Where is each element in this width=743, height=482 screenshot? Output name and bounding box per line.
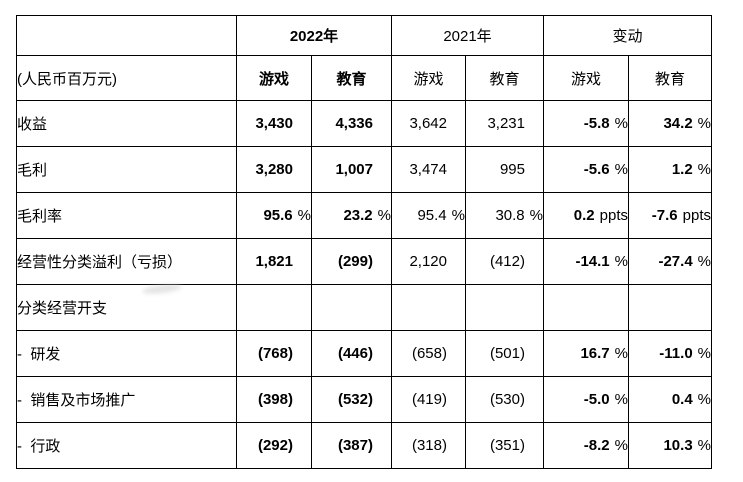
data-cell: -5.0% xyxy=(543,376,629,423)
financial-segment-table: 2022年 2021年 变动 (人民币百万元) 游戏 教育 游戏 教育 游戏 教… xyxy=(16,15,713,469)
data-cell: -7.6 ppts xyxy=(627,192,713,239)
col-group-change: 变动 xyxy=(542,15,713,56)
data-cell xyxy=(543,284,629,331)
table-row-revenue: 收益 3,430 4,336 3,642 3,231 -5.8% 34.2% xyxy=(16,100,713,147)
data-cell: (318) xyxy=(391,422,466,469)
data-cell: 2,120 xyxy=(391,238,466,285)
data-cell xyxy=(391,284,466,331)
row-label: 毛利率 xyxy=(16,192,237,239)
data-cell: 95.4% xyxy=(391,192,466,239)
data-cell: (387) xyxy=(311,422,392,469)
col-group-2021: 2021年 xyxy=(391,15,544,56)
table-row-selling-marketing: - 销售及市场推广 (398) (532) (419) (530) -5.0% … xyxy=(16,376,713,423)
table-row-segment-operating-profit: 经营性分类溢利（亏损） 1,821 (299) 2,120 (412) -14.… xyxy=(16,238,713,285)
data-cell: 3,231 xyxy=(465,100,544,147)
row-label: - 行政 xyxy=(16,422,237,469)
sub-header-2021-education: 教育 xyxy=(465,55,544,101)
row-label: 经营性分类溢利（亏损） xyxy=(16,238,237,285)
data-cell xyxy=(627,284,713,331)
table-row-gross-profit: 毛利 3,280 1,007 3,474 995 -5.6% 1.2% xyxy=(16,146,713,193)
data-cell: (658) xyxy=(391,330,466,377)
row-label: - 研发 xyxy=(16,330,237,377)
data-cell: 1,821 xyxy=(236,238,312,285)
sub-header-change-education: 教育 xyxy=(627,55,713,101)
data-cell: 995 xyxy=(465,146,544,193)
table-row-gross-margin: 毛利率 95.6% 23.2% 95.4% 30.8% 0.2 ppts -7.6… xyxy=(16,192,713,239)
corner-blank-cell xyxy=(16,15,237,56)
table-row-segment-operating-expenses: 分类经营开支 xyxy=(16,284,713,331)
data-cell: (768) xyxy=(236,330,312,377)
table-row-rnd: - 研发 (768) (446) (658) (501) 16.7% -11.0… xyxy=(16,330,713,377)
data-cell: 16.7% xyxy=(543,330,629,377)
table-row-admin: - 行政 (292) (387) (318) (351) -8.2% 10.3% xyxy=(16,422,713,469)
data-cell: 95.6% xyxy=(236,192,312,239)
data-cell: 10.3% xyxy=(627,422,713,469)
header-row-years: 2022年 2021年 变动 xyxy=(16,15,713,56)
data-cell: -5.6% xyxy=(543,146,629,193)
header-row-segments: (人民币百万元) 游戏 教育 游戏 教育 游戏 教育 xyxy=(16,55,713,101)
data-cell: 3,474 xyxy=(391,146,466,193)
data-cell: (532) xyxy=(311,376,392,423)
data-cell xyxy=(465,284,544,331)
data-cell: 3,430 xyxy=(236,100,312,147)
data-cell: -14.1% xyxy=(543,238,629,285)
data-cell: 3,280 xyxy=(236,146,312,193)
data-cell: (530) xyxy=(465,376,544,423)
data-cell: 1,007 xyxy=(311,146,392,193)
data-cell: (412) xyxy=(465,238,544,285)
data-cell: -8.2% xyxy=(543,422,629,469)
sub-header-2022-games: 游戏 xyxy=(236,55,312,101)
data-cell: 0.4% xyxy=(627,376,713,423)
data-cell xyxy=(236,284,312,331)
data-cell: (398) xyxy=(236,376,312,423)
data-cell: 0.2 ppts xyxy=(543,192,629,239)
data-cell: 23.2% xyxy=(311,192,392,239)
data-cell: (351) xyxy=(465,422,544,469)
data-cell: (419) xyxy=(391,376,466,423)
data-cell: -11.0% xyxy=(627,330,713,377)
data-cell: 34.2% xyxy=(627,100,713,147)
data-cell: (292) xyxy=(236,422,312,469)
row-label: - 销售及市场推广 xyxy=(16,376,237,423)
row-label: 收益 xyxy=(16,100,237,147)
data-cell: -27.4% xyxy=(627,238,713,285)
sub-header-2021-games: 游戏 xyxy=(391,55,466,101)
data-cell: (501) xyxy=(465,330,544,377)
data-cell xyxy=(311,284,392,331)
data-cell: 1.2% xyxy=(627,146,713,193)
row-label: 分类经营开支 xyxy=(16,284,237,331)
data-cell: 30.8% xyxy=(465,192,544,239)
sub-header-change-games: 游戏 xyxy=(543,55,629,101)
data-cell: 3,642 xyxy=(391,100,466,147)
row-label: 毛利 xyxy=(16,146,237,193)
col-group-2022: 2022年 xyxy=(236,15,392,56)
unit-label: (人民币百万元) xyxy=(16,55,237,101)
data-cell: (299) xyxy=(311,238,392,285)
data-cell: -5.8% xyxy=(543,100,629,147)
data-cell: 4,336 xyxy=(311,100,392,147)
sub-header-2022-education: 教育 xyxy=(311,55,392,101)
data-cell: (446) xyxy=(311,330,392,377)
